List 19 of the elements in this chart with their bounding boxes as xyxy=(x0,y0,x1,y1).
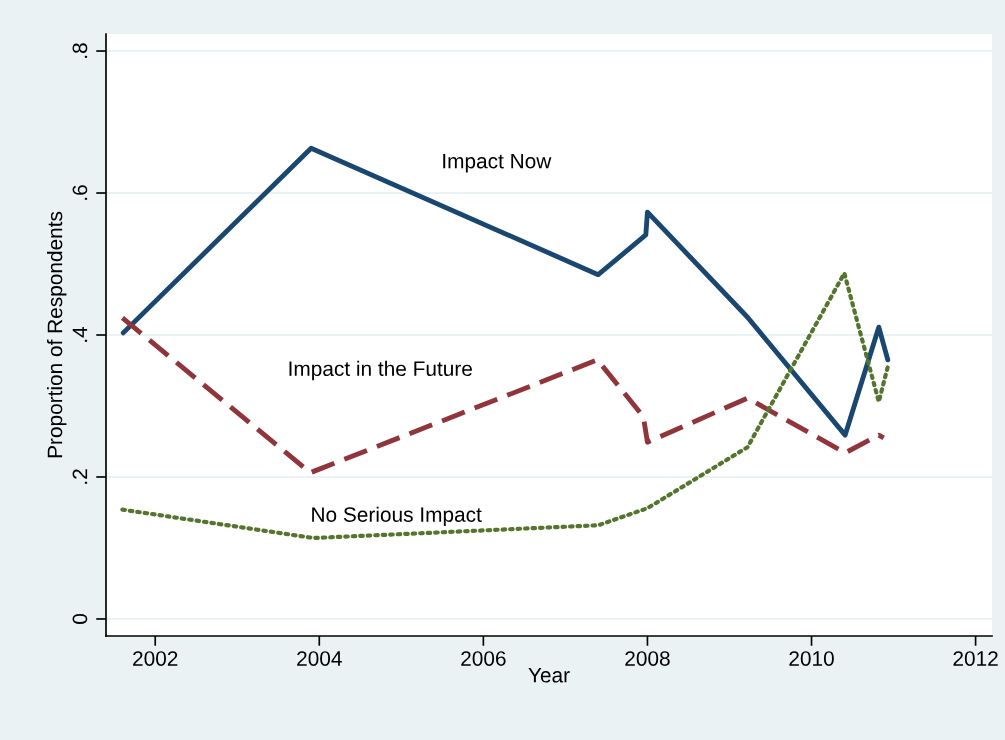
line-series xyxy=(120,145,891,438)
y-tick-label: 0 xyxy=(72,613,88,624)
x-tick-label: 2010 xyxy=(789,651,834,666)
series-label: Impact in the Future xyxy=(289,360,472,381)
y-axis-title: Proportion of Respondents xyxy=(47,211,67,458)
x-tick-label: 2008 xyxy=(625,651,670,666)
x-tick-label: 2012 xyxy=(953,651,998,666)
y-tick-label: .4 xyxy=(72,326,88,342)
line-series xyxy=(120,271,891,541)
x-tick-label: 2002 xyxy=(133,651,178,666)
series-label: No Serious Impact xyxy=(312,506,482,527)
line-series xyxy=(119,315,887,476)
x-tick-label: 2004 xyxy=(297,651,342,666)
series-label: Impact Now xyxy=(443,153,552,173)
y-tick-label: .2 xyxy=(72,469,88,484)
y-tick-label: .6 xyxy=(72,185,88,200)
x-axis-title: Year xyxy=(528,667,570,683)
y-tick-label: .8 xyxy=(72,43,88,58)
x-tick-label: 2006 xyxy=(461,651,506,666)
